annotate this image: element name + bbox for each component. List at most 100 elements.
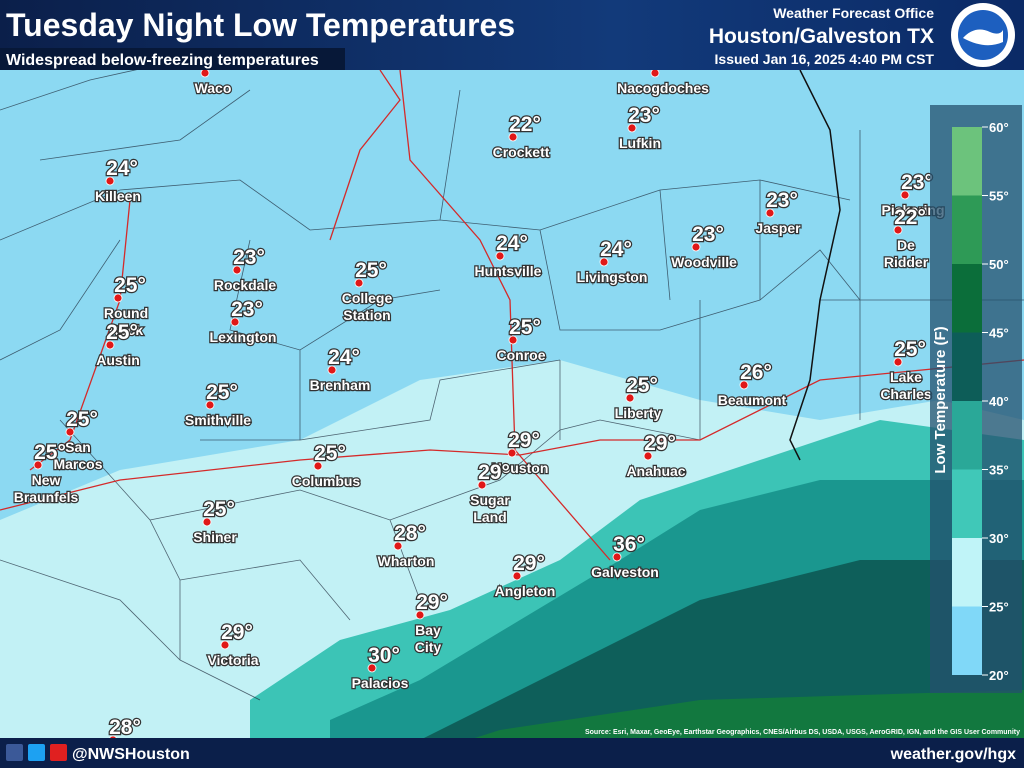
city-name: Woodville xyxy=(671,254,737,270)
city-temp: 23° xyxy=(231,298,263,321)
city-dot xyxy=(232,265,242,275)
city-dot xyxy=(599,257,609,267)
city-name: Crockett xyxy=(493,144,550,160)
city-temp: 26° xyxy=(740,361,772,384)
city-name: Lufkin xyxy=(619,135,661,151)
city-temp: 24° xyxy=(600,238,632,261)
city-name: Lexington xyxy=(210,329,277,345)
city-name: Angleton xyxy=(495,583,556,599)
legend-tick-label: 35° xyxy=(989,463,1009,478)
city-dot xyxy=(415,610,425,620)
city-name: Livingston xyxy=(577,269,648,285)
url[interactable]: weather.gov/hgx xyxy=(890,746,1016,763)
city-temp: 30° xyxy=(368,644,400,667)
legend-band xyxy=(952,538,982,607)
office: Houston/Galveston TX xyxy=(709,25,934,48)
legend-tick-label: 20° xyxy=(989,668,1009,683)
legend-tick-label: 30° xyxy=(989,531,1009,546)
city-dot xyxy=(205,400,215,410)
facebook-icon[interactable] xyxy=(6,744,23,761)
city-dot xyxy=(508,132,518,142)
city-name: Ridder xyxy=(884,254,929,270)
legend: Low Temperature (F) 60° 55° 50° 45° 40° 35° 30… xyxy=(930,105,1022,693)
city-name: New xyxy=(32,472,61,488)
county-lines xyxy=(0,59,1024,701)
footer-bar xyxy=(0,738,1024,768)
legend-band xyxy=(952,469,982,538)
city-temp: 24° xyxy=(496,232,528,255)
legend-band xyxy=(952,264,982,333)
city-name: Anahuac xyxy=(626,463,685,479)
city-name: De xyxy=(897,237,915,253)
city-temp: 28° xyxy=(394,522,426,545)
city-name: Waco xyxy=(195,80,232,96)
city-temp: 36° xyxy=(613,533,645,556)
legend-tick-label: 25° xyxy=(989,600,1009,615)
city-temp: 29° xyxy=(508,429,540,452)
city-dot xyxy=(691,242,701,252)
city-name: Killeen xyxy=(95,188,141,204)
city-temp: 24° xyxy=(328,346,360,369)
city-dot xyxy=(327,365,337,375)
city-dot xyxy=(893,225,903,235)
city-dot xyxy=(508,335,518,345)
city-dot xyxy=(643,451,653,461)
legend-band xyxy=(952,606,982,675)
legend-tick-label: 60° xyxy=(989,120,1009,135)
city-name: Galveston xyxy=(591,564,659,580)
city-name: Round xyxy=(104,305,148,321)
city-name: San xyxy=(65,439,91,455)
city-dot xyxy=(313,461,323,471)
city-dot xyxy=(650,68,660,78)
city-temp: 25° xyxy=(206,381,238,404)
city-dot xyxy=(507,448,517,458)
issued: Issued Jan 16, 2025 4:40 PM CST xyxy=(715,51,935,67)
city-temp: 23° xyxy=(901,171,933,194)
city-name: College xyxy=(342,290,393,306)
legend-tick-label: 40° xyxy=(989,394,1009,409)
city-name: Braunfels xyxy=(14,489,79,505)
city-dot xyxy=(393,541,403,551)
city-temp: 29° xyxy=(644,432,676,455)
city-temp: 23° xyxy=(692,223,724,246)
source: Source: Esri, Maxar, GeoEye, Earthstar G… xyxy=(585,729,1020,736)
subtitle-bar xyxy=(0,48,345,70)
twitter-icon[interactable] xyxy=(28,744,45,761)
legend-tick-label: 45° xyxy=(989,326,1009,341)
legend-tick-label: 50° xyxy=(989,257,1009,272)
city-temp: 25° xyxy=(314,442,346,465)
office-line: Weather Forecast Office xyxy=(773,5,934,21)
city-name: Victoria xyxy=(207,652,258,668)
city-dot xyxy=(495,251,505,261)
city-temp: 23° xyxy=(233,246,265,269)
city-temp: 22° xyxy=(894,206,926,229)
city-name: Huntsville xyxy=(475,263,542,279)
subtitle: Widespread below-freezing temperatures xyxy=(6,52,319,69)
legend-band xyxy=(952,332,982,401)
city-name: Beaumont xyxy=(718,392,787,408)
city-name: City xyxy=(415,639,442,655)
legend-band xyxy=(952,195,982,264)
city-temp: 29° xyxy=(478,461,510,484)
city-temp: 29° xyxy=(221,621,253,644)
city-dot xyxy=(765,208,775,218)
city-dot xyxy=(625,393,635,403)
city-temp: 25° xyxy=(509,316,541,339)
legend-band xyxy=(952,127,982,196)
city-name: Rockdale xyxy=(214,277,276,293)
city-temp: 22° xyxy=(509,113,541,136)
city-name: Sugar xyxy=(470,492,510,508)
title: Tuesday Night Low Temperatures xyxy=(6,7,515,43)
city-name: Wharton xyxy=(378,553,435,569)
city-name: Columbus xyxy=(292,473,361,489)
handle: @NWSHouston xyxy=(72,746,190,763)
city-temp: 25° xyxy=(894,338,926,361)
highways xyxy=(0,69,1024,561)
city-temp: 29° xyxy=(513,552,545,575)
nws-logo xyxy=(951,3,1015,67)
city-temp: 25° xyxy=(106,321,138,344)
city-temp: 25° xyxy=(203,498,235,521)
city-name: Pickering xyxy=(881,202,944,218)
youtube-icon[interactable] xyxy=(50,744,67,761)
